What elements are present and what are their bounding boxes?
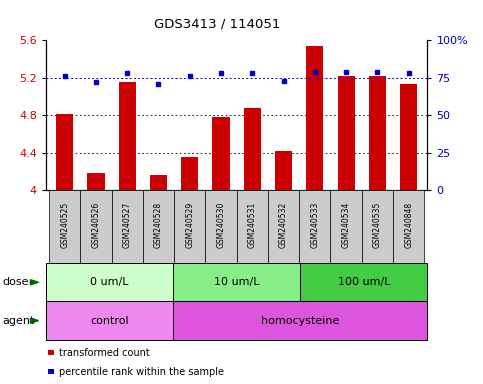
Text: control: control [90, 316, 129, 326]
Bar [275, 151, 292, 190]
Bar [49, 190, 80, 263]
Text: percentile rank within the sample: percentile rank within the sample [59, 366, 224, 377]
Text: 0 um/L: 0 um/L [90, 277, 129, 287]
Bar [174, 190, 205, 263]
Bar [143, 190, 174, 263]
Bar [338, 76, 355, 190]
Bar [369, 76, 386, 190]
Bar [119, 83, 136, 190]
Text: GSM240526: GSM240526 [91, 202, 100, 248]
Text: GSM240525: GSM240525 [60, 202, 69, 248]
Bar [393, 190, 425, 263]
Text: GSM240527: GSM240527 [123, 202, 132, 248]
Text: GSM240531: GSM240531 [248, 202, 257, 248]
Text: GSM240534: GSM240534 [341, 202, 351, 248]
Text: GSM240848: GSM240848 [404, 202, 413, 248]
Bar [56, 114, 73, 190]
Text: dose: dose [2, 277, 29, 287]
Bar [87, 173, 104, 190]
Bar [112, 190, 143, 263]
Bar [213, 117, 229, 190]
Text: GSM240533: GSM240533 [311, 202, 319, 248]
Bar [330, 190, 362, 263]
Bar [244, 108, 261, 190]
Text: GSM240532: GSM240532 [279, 202, 288, 248]
Text: GSM240530: GSM240530 [216, 202, 226, 248]
Bar [80, 190, 112, 263]
Bar [150, 175, 167, 190]
Text: GDS3413 / 114051: GDS3413 / 114051 [154, 17, 281, 30]
Bar [205, 190, 237, 263]
Text: GSM240528: GSM240528 [154, 202, 163, 248]
Text: GSM240535: GSM240535 [373, 202, 382, 248]
Bar [362, 190, 393, 263]
Text: homocysteine: homocysteine [261, 316, 340, 326]
Bar [237, 190, 268, 263]
Text: 10 um/L: 10 um/L [214, 277, 259, 287]
Text: GSM240529: GSM240529 [185, 202, 194, 248]
Bar [268, 190, 299, 263]
Bar [306, 46, 324, 190]
Bar [181, 157, 199, 190]
Text: agent: agent [2, 316, 35, 326]
Text: 100 um/L: 100 um/L [338, 277, 390, 287]
Text: transformed count: transformed count [59, 348, 150, 358]
Bar [400, 84, 417, 190]
Bar [299, 190, 330, 263]
